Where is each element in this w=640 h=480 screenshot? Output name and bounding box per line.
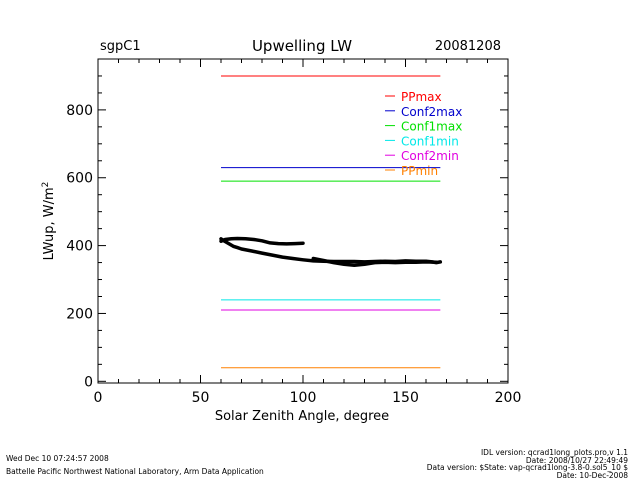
y-axis-title-text: LWup, W/m <box>42 187 57 260</box>
legend: PPmaxConf2maxConf1maxConf1minConf2minPPm… <box>385 90 462 178</box>
chart-title: Upwelling LW <box>252 37 352 55</box>
legend-label-conf1max: Conf1max <box>401 120 462 134</box>
footer-data-date: Date: 10-Dec-2008 <box>557 471 629 480</box>
legend-label-ppmax: PPmax <box>401 90 442 104</box>
footer-lab: Battelle Pacific Northwest National Labo… <box>6 467 264 476</box>
footer-idl-version: IDL version: qcrad1long_plots.pro,v 1.1 <box>481 448 628 457</box>
axes-group: 0 50 100 150 200 0 200 400 600 800 <box>66 59 521 406</box>
footer-idl-date: Date: 2008/10/27 22:49:49 <box>526 456 628 465</box>
reference-lines-group <box>221 75 441 369</box>
x-tick-label: 0 <box>94 390 103 406</box>
x-tick-label: 100 <box>290 390 317 406</box>
site-label: sgpC1 <box>100 39 141 54</box>
y-tick-label: 400 <box>66 239 93 255</box>
lwup-series-2 <box>219 236 305 246</box>
x-tick-label: 200 <box>495 390 522 406</box>
x-tick-label: 50 <box>192 390 210 406</box>
legend-label-conf2max: Conf2max <box>401 105 462 119</box>
legend-label-conf1min: Conf1min <box>401 134 459 148</box>
footer-data-version: Data version: $State: vap-qcrad1long-3.8… <box>427 463 629 472</box>
footer-run-time: Wed Dec 10 07:24:57 2008 <box>6 454 109 463</box>
legend-label-ppmin: PPmin <box>401 164 438 178</box>
y-axis-title: LWup, W/m2 <box>41 182 57 261</box>
date-label: 20081208 <box>435 39 501 54</box>
y-tick-label: 0 <box>84 374 93 390</box>
y-tick-label: 200 <box>66 306 93 322</box>
y-axis-title-superscript: 2 <box>41 182 51 188</box>
lwup-series-3 <box>311 256 439 268</box>
data-series-group <box>219 236 443 268</box>
legend-label-conf2min: Conf2min <box>401 149 459 163</box>
x-axis-title: Solar Zenith Angle, degree <box>215 409 389 424</box>
lwup-series-1 <box>219 237 443 265</box>
y-tick-label: 800 <box>66 103 93 119</box>
x-tick-label: 150 <box>392 390 419 406</box>
y-tick-label: 600 <box>66 171 93 187</box>
